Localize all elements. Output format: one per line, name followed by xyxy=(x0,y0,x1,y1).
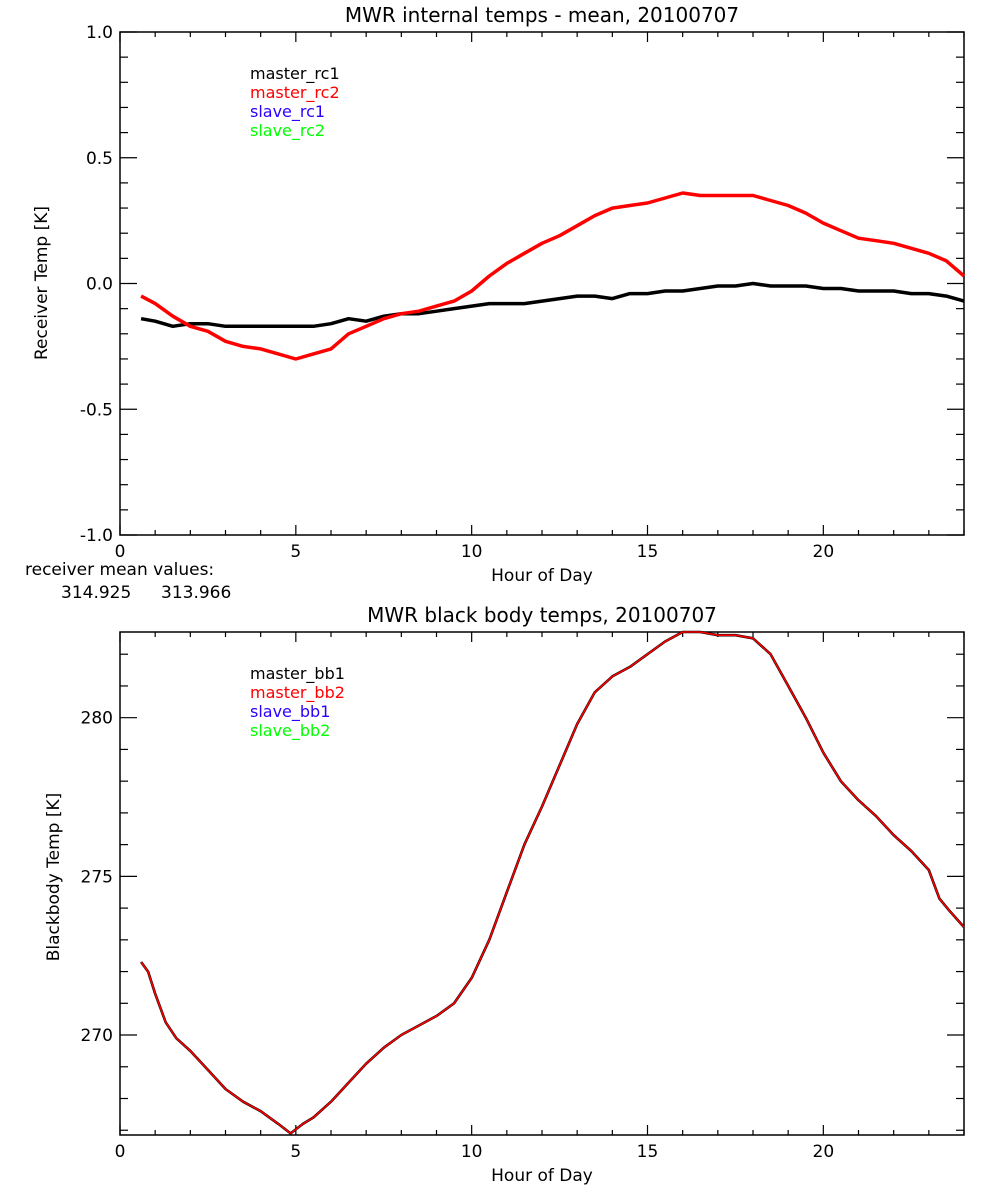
legend: master_rc1 master_rc2 slave_rc1 slave_rc… xyxy=(250,64,340,141)
x-tick-label: 10 xyxy=(461,542,483,562)
legend-entry: master_bb2 xyxy=(250,683,345,703)
legend: master_bb1 master_bb2 slave_bb1 slave_bb… xyxy=(250,664,345,741)
legend-entry: master_rc2 xyxy=(250,83,340,103)
legend-entry: slave_rc1 xyxy=(250,102,325,122)
y-tick-label: 0.5 xyxy=(86,149,113,169)
y-tick-label: -1.0 xyxy=(80,526,113,546)
x-axis-label: Hour of Day xyxy=(491,566,593,586)
x-tick-label: 5 xyxy=(290,1142,301,1162)
series-group xyxy=(140,191,966,361)
legend-entry: slave_bb1 xyxy=(250,702,330,722)
y-axis-label: Receiver Temp [K] xyxy=(32,206,52,360)
receiver-mean-value: 313.966 xyxy=(161,583,231,603)
chart-internal-temps: MWR internal temps - mean, 20100707 0 5 10… xyxy=(25,3,966,603)
y-tick-label: -0.5 xyxy=(80,400,113,420)
x-tick-label: 15 xyxy=(637,542,659,562)
x-tick-label: 20 xyxy=(813,542,835,562)
plot-frame xyxy=(119,631,965,1136)
x-tick-label: 5 xyxy=(290,542,301,562)
receiver-mean-label: receiver mean values: xyxy=(25,560,214,580)
x-tick-label: 0 xyxy=(115,542,126,562)
y-tick-label: 280 xyxy=(81,709,113,729)
receiver-mean-annotation: receiver mean values: 314.925 313.966 xyxy=(25,560,231,603)
chart-title: MWR internal temps - mean, 20100707 xyxy=(345,3,739,27)
y-tick-label: 1.0 xyxy=(86,23,113,43)
series-line-master_rc2 xyxy=(140,191,966,361)
chart-blackbody-temps: MWR black body temps, 20100707 0 5 10 15 20 2… xyxy=(44,603,965,1186)
x-axis-label: Hour of Day xyxy=(491,1166,593,1186)
y-tick-label: 270 xyxy=(81,1026,113,1046)
series-line-master_rc1 xyxy=(140,281,965,329)
legend-entry: slave_bb2 xyxy=(250,721,330,741)
axis-ticks: 0 5 10 15 20 -1.0 -0.5 0.0 0.5 1.0 xyxy=(80,23,965,562)
plot-frame xyxy=(119,31,965,536)
legend-entry: master_rc1 xyxy=(250,64,340,84)
chart-title: MWR black body temps, 20100707 xyxy=(367,603,717,627)
x-tick-label: 20 xyxy=(813,1142,835,1162)
y-axis-label: Blackbody Temp [K] xyxy=(44,793,64,962)
x-tick-label: 0 xyxy=(115,1142,126,1162)
y-tick-label: 0.0 xyxy=(86,275,113,295)
legend-entry: master_bb1 xyxy=(250,664,345,684)
x-tick-label: 10 xyxy=(461,1142,483,1162)
x-tick-label: 15 xyxy=(637,1142,659,1162)
series-group xyxy=(140,630,965,1135)
y-tick-label: 275 xyxy=(81,867,113,887)
receiver-mean-value: 314.925 xyxy=(61,583,131,603)
series-line-master_bb2 xyxy=(140,631,965,1135)
legend-entry: slave_rc2 xyxy=(250,121,325,141)
axis-ticks: 0 5 10 15 20 270 275 280 xyxy=(81,632,965,1162)
